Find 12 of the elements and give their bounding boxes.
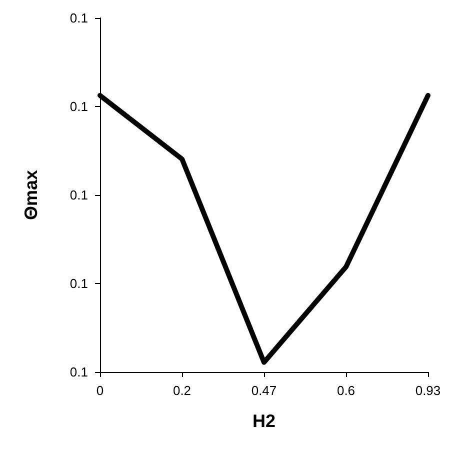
x-tick-label: 0.47 (251, 383, 277, 398)
x-tick-label: 0.2 (172, 383, 192, 398)
y-axis-title: Θmax (21, 170, 41, 220)
x-tick-label: 0.93 (415, 383, 441, 398)
x-axis-title: H2 (252, 411, 276, 431)
text: 0.1 (70, 188, 88, 202)
text: 0.1 (70, 276, 88, 291)
text: 0.1 (70, 10, 88, 26)
text: 0.1 (70, 99, 88, 114)
text: 0.1 (70, 364, 88, 380)
x-tick-label: 0.6 (336, 383, 356, 398)
x-tick-label: 0 (96, 383, 104, 398)
